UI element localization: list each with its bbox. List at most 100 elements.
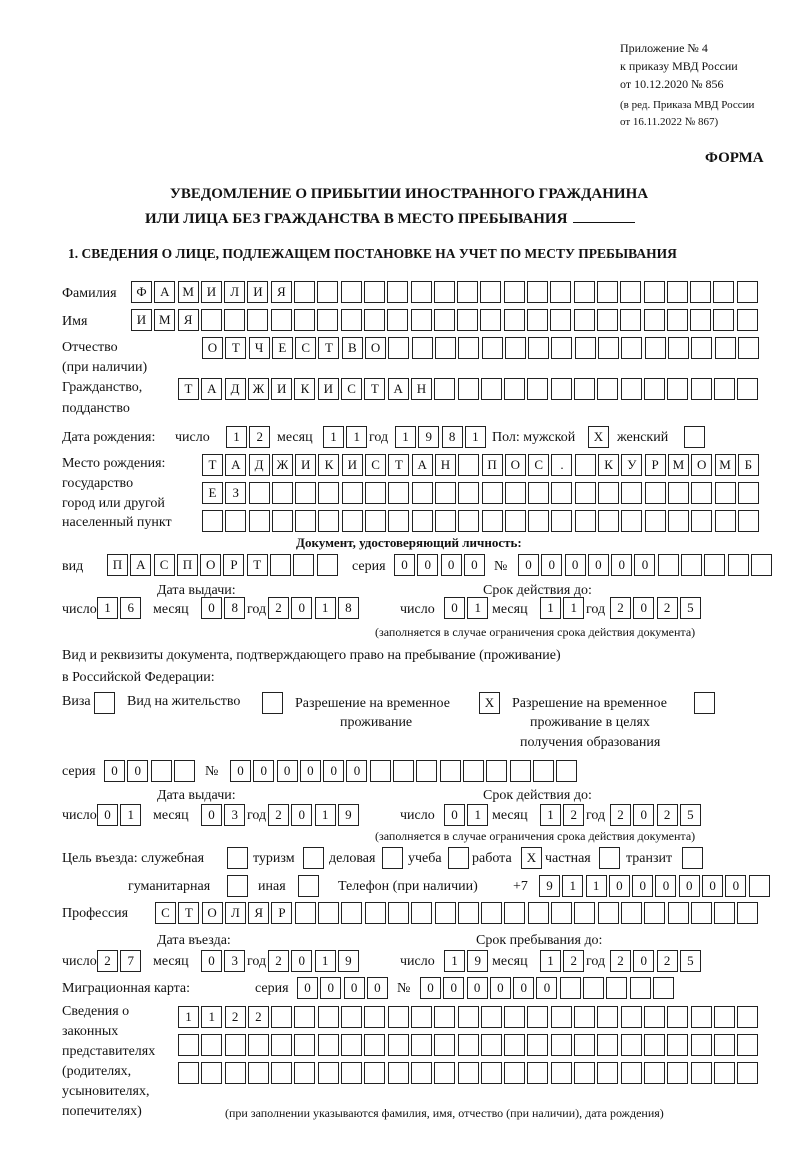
- char-box: [550, 309, 572, 331]
- char-box: 0: [513, 977, 535, 999]
- birth-place-field-3: [202, 510, 761, 532]
- char-box: П: [107, 554, 128, 576]
- char-box: [317, 1034, 339, 1056]
- char-box: [643, 1034, 665, 1056]
- char-box: Т: [202, 454, 223, 476]
- char-box: [527, 902, 549, 924]
- char-box: [387, 1006, 409, 1028]
- char-box: Ф: [131, 281, 152, 303]
- day-label: число: [400, 954, 435, 969]
- char-box: [434, 1034, 456, 1056]
- char-box: [458, 337, 480, 359]
- humanitarian-label: гуманитарная: [128, 879, 211, 894]
- work-label: работа: [472, 851, 512, 866]
- char-box: [227, 847, 248, 869]
- char-box: 0: [394, 554, 415, 576]
- issue-date-label: Дата выдачи:: [157, 788, 236, 803]
- char-box: [318, 510, 340, 532]
- char-box: [574, 510, 596, 532]
- char-box: [486, 760, 508, 782]
- char-box: О: [202, 337, 223, 359]
- char-box: О: [201, 902, 223, 924]
- char-box: [690, 902, 712, 924]
- char-box: [202, 510, 223, 532]
- char-box: .: [551, 454, 573, 476]
- char-box: 2: [268, 804, 289, 826]
- char-box: 0: [489, 977, 511, 999]
- char-box: [457, 1034, 479, 1056]
- char-box: 1: [444, 950, 465, 972]
- char-box: [393, 760, 415, 782]
- char-box: И: [200, 281, 222, 303]
- char-box: [369, 760, 391, 782]
- char-box: [597, 1034, 619, 1056]
- char-box: [667, 510, 689, 532]
- char-box: [551, 482, 573, 504]
- char-box: Л: [224, 281, 246, 303]
- char-box: М: [714, 454, 736, 476]
- char-box: [598, 482, 620, 504]
- char-box: [748, 875, 770, 897]
- char-box: [551, 337, 573, 359]
- char-box: 5: [679, 597, 701, 619]
- char-box: [574, 1062, 596, 1084]
- char-box: [388, 482, 410, 504]
- char-box: 0: [702, 875, 724, 897]
- char-box: 2: [656, 950, 678, 972]
- char-box: И: [317, 378, 339, 400]
- char-box: [434, 902, 456, 924]
- char-box: 0: [276, 760, 298, 782]
- char-box: 0: [127, 760, 149, 782]
- char-box: [684, 426, 705, 448]
- appendix-line: к приказу МВД России: [620, 59, 738, 73]
- char-box: Я: [270, 281, 292, 303]
- char-box: 0: [633, 597, 655, 619]
- char-box: [667, 1034, 689, 1056]
- char-box: [598, 510, 620, 532]
- char-box: [714, 482, 736, 504]
- char-box: 9: [337, 950, 359, 972]
- char-box: 5: [679, 804, 701, 826]
- char-box: 0: [443, 977, 465, 999]
- char-box: X: [479, 692, 500, 714]
- char-box: Е: [271, 337, 293, 359]
- char-box: [620, 1006, 642, 1028]
- char-box: [225, 510, 247, 532]
- char-box: [458, 454, 480, 476]
- char-box: [713, 309, 735, 331]
- birth-place-label: Место рождения:: [62, 456, 166, 471]
- char-box: [620, 902, 642, 924]
- char-box: Р: [223, 554, 245, 576]
- char-box: П: [481, 454, 503, 476]
- char-box: [364, 902, 386, 924]
- char-box: 0: [320, 977, 342, 999]
- char-box: [597, 378, 619, 400]
- char-box: 2: [224, 1006, 246, 1028]
- year-label: год: [247, 954, 267, 969]
- char-box: [294, 1034, 316, 1056]
- char-box: [737, 1062, 759, 1084]
- birth-date-label: Дата рождения:: [62, 430, 156, 445]
- char-box: 1: [226, 426, 247, 448]
- char-box: [247, 1062, 269, 1084]
- char-box: [704, 554, 726, 576]
- char-box: [736, 281, 758, 303]
- char-box: 0: [230, 760, 251, 782]
- char-box: 1: [540, 950, 561, 972]
- char-box: [527, 1006, 549, 1028]
- char-box: Е: [202, 482, 223, 504]
- char-box: 0: [291, 597, 313, 619]
- char-box: [504, 337, 526, 359]
- char-box: 2: [610, 804, 631, 826]
- char-box: [365, 482, 387, 504]
- char-box: [629, 977, 651, 999]
- char-box: 2: [249, 426, 271, 448]
